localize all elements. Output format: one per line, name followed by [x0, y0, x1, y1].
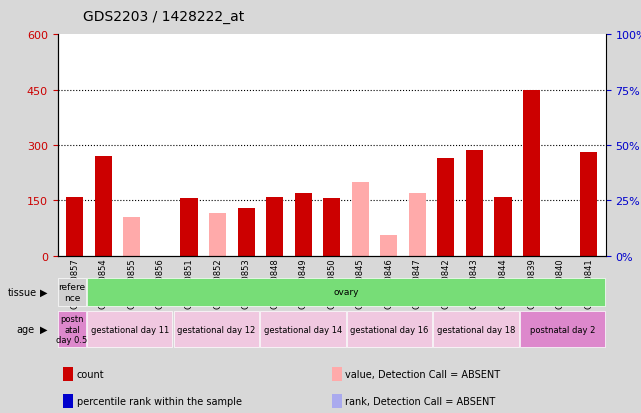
Text: gestational day 14: gestational day 14 — [263, 325, 342, 334]
Bar — [347, 311, 432, 347]
Text: refere
nce: refere nce — [58, 282, 86, 302]
Text: gestational day 18: gestational day 18 — [437, 325, 515, 334]
Text: value, Detection Call = ABSENT: value, Detection Call = ABSENT — [345, 369, 501, 379]
Bar — [494, 197, 512, 256]
Bar — [209, 214, 226, 256]
Text: rank, Detection Call = ABSENT: rank, Detection Call = ABSENT — [345, 396, 495, 406]
Text: percentile rank within the sample: percentile rank within the sample — [77, 396, 242, 406]
Bar — [63, 394, 73, 408]
Text: ovary: ovary — [333, 288, 359, 297]
Bar — [58, 311, 86, 347]
Bar — [437, 159, 454, 256]
Text: postnatal day 2: postnatal day 2 — [530, 325, 595, 334]
Bar — [520, 311, 605, 347]
Bar — [95, 157, 112, 256]
Bar — [58, 278, 86, 306]
Bar — [409, 193, 426, 256]
Bar — [174, 311, 259, 347]
Bar — [332, 394, 342, 408]
Bar — [523, 90, 540, 256]
Text: postn
atal
day 0.5: postn atal day 0.5 — [56, 315, 88, 344]
Bar — [580, 153, 597, 256]
Bar — [260, 311, 345, 347]
Bar — [180, 199, 197, 256]
Bar — [266, 197, 283, 256]
Bar — [466, 151, 483, 256]
Bar — [63, 368, 73, 381]
Text: gestational day 12: gestational day 12 — [177, 325, 256, 334]
Bar — [433, 311, 519, 347]
Text: age: age — [16, 324, 34, 335]
Bar — [87, 311, 172, 347]
Bar — [66, 197, 83, 256]
Text: gestational day 16: gestational day 16 — [350, 325, 429, 334]
Bar — [295, 193, 312, 256]
Bar — [323, 199, 340, 256]
Text: ▶: ▶ — [40, 287, 47, 297]
Text: GDS2203 / 1428222_at: GDS2203 / 1428222_at — [83, 10, 245, 24]
Bar — [238, 208, 254, 256]
Bar — [123, 217, 140, 256]
Bar — [352, 183, 369, 256]
Text: gestational day 11: gestational day 11 — [90, 325, 169, 334]
Bar — [332, 368, 342, 381]
Bar — [380, 236, 397, 256]
Text: ▶: ▶ — [40, 324, 47, 335]
Text: tissue: tissue — [8, 287, 37, 297]
Text: count: count — [77, 369, 104, 379]
